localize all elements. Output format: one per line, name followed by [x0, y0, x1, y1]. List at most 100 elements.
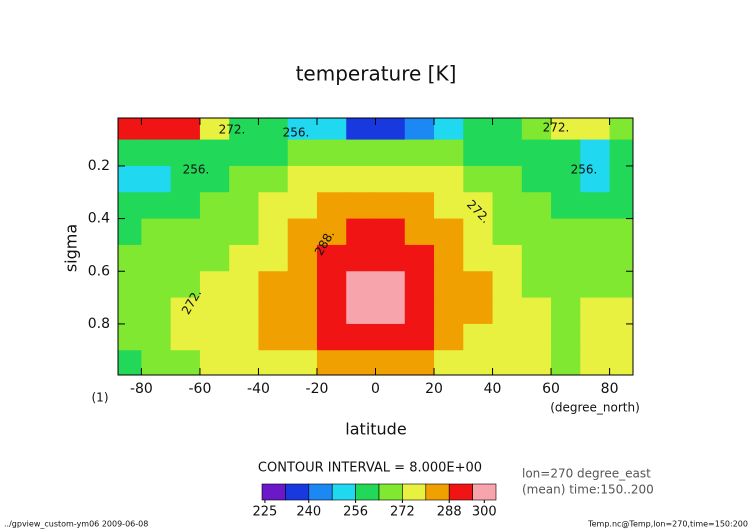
- contour-cell: [170, 139, 201, 167]
- contour-cell: [434, 139, 464, 167]
- contour-cell: [258, 350, 289, 375]
- contour-cell: [118, 350, 142, 375]
- contour-cell: [434, 165, 464, 193]
- contour-cell: [199, 218, 230, 246]
- contour-cell: [551, 271, 581, 299]
- contour-cell: [316, 218, 347, 246]
- contour-cell: [434, 297, 464, 325]
- contour-cell: [346, 192, 376, 220]
- contour-cell: [463, 118, 494, 141]
- contour-cell: [404, 323, 435, 351]
- contour-cell: [521, 118, 552, 141]
- contour-cell: [404, 118, 435, 141]
- contour-cell: [287, 165, 318, 193]
- contour-cell: [229, 350, 259, 375]
- colorbar-box: [448, 483, 473, 501]
- contour-cell: [609, 118, 633, 141]
- contour-cell: [170, 218, 201, 246]
- contour-cell: [551, 218, 581, 246]
- contour-cell: [463, 139, 494, 167]
- contour-cell: [375, 218, 406, 246]
- contour-cell: [521, 139, 552, 167]
- contour-label: 256.: [571, 163, 598, 177]
- x-tick-label: -40: [247, 381, 270, 397]
- contour-cell: [287, 244, 318, 272]
- contour-cell: [375, 297, 406, 325]
- x-tick-label: -60: [188, 381, 211, 397]
- contour-cell: [229, 244, 259, 272]
- contour-cell: [492, 244, 523, 272]
- contour-cell: [258, 165, 289, 193]
- contour-cell: [551, 139, 581, 167]
- contour-cell: [258, 244, 289, 272]
- contour-cell: [346, 165, 376, 193]
- contour-cell: [492, 139, 523, 167]
- contour-cell: [492, 165, 523, 193]
- contour-cell: [375, 244, 406, 272]
- footer-right: Temp.nc@Temp,lon=270,time=150:200: [587, 520, 748, 529]
- contour-cell: [375, 118, 406, 141]
- contour-cell: [404, 244, 435, 272]
- contour-cell: [170, 165, 201, 193]
- contour-cell: [492, 192, 523, 220]
- colorbar-box: [472, 483, 497, 501]
- y-tick-label: 0.4: [88, 211, 110, 227]
- contour-cell: [229, 218, 259, 246]
- contour-cell: [434, 271, 464, 299]
- contour-label: 256.: [283, 126, 310, 140]
- x-axis-label: latitude: [345, 420, 406, 439]
- contour-cell: [463, 323, 494, 351]
- contour-cell: [229, 192, 259, 220]
- contour-cell: [287, 118, 318, 141]
- contour-cell: [141, 350, 172, 375]
- contour-cell: [141, 244, 172, 272]
- contour-cell: [316, 271, 347, 299]
- contour-cell: [580, 323, 611, 351]
- info-text: lon=270 degree_east: [522, 467, 651, 481]
- x-tick-label: 0: [371, 381, 380, 397]
- contour-cell: [258, 297, 289, 325]
- contour-interval: CONTOUR INTERVAL = 8.000E+00: [258, 461, 482, 476]
- contour-cell: [141, 297, 172, 325]
- contour-cell: [316, 350, 347, 375]
- contour-cell: [258, 218, 289, 246]
- contour-cell: [580, 244, 611, 272]
- contour-cell: [521, 297, 552, 325]
- contour-cell: [346, 323, 376, 351]
- contour-cell: [551, 244, 581, 272]
- contour-cell: [609, 271, 633, 299]
- contour-cell: [609, 192, 633, 220]
- contour-cell: [375, 165, 406, 193]
- contour-cell: [316, 192, 347, 220]
- contour-cell: [375, 323, 406, 351]
- contour-cell: [346, 350, 376, 375]
- contour-label: 272.: [219, 123, 246, 137]
- x-tick-label: -80: [130, 381, 153, 397]
- contour-cell: [141, 118, 172, 141]
- contour-cell: [375, 139, 406, 167]
- contour-cell: [118, 244, 142, 272]
- contour-field: [118, 118, 633, 375]
- contour-cell: [375, 192, 406, 220]
- contour-cell: [316, 244, 347, 272]
- contour-cell: [141, 139, 172, 167]
- x-tick-label: -20: [306, 381, 329, 397]
- x-tick-label: 40: [484, 381, 502, 397]
- contour-cell: [492, 118, 523, 141]
- contour-cell: [551, 165, 581, 193]
- contour-cell: [258, 271, 289, 299]
- contour-cell: [229, 118, 259, 141]
- info-text: (mean) time:150..200: [522, 483, 654, 497]
- contour-cell: [580, 218, 611, 246]
- contour-cell: [118, 297, 142, 325]
- contour-cell: [287, 139, 318, 167]
- contour-cell: [199, 271, 230, 299]
- contour-cell: [521, 165, 552, 193]
- contour-cell: [170, 244, 201, 272]
- contour-cell: [118, 165, 142, 193]
- x-tick-label: 60: [542, 381, 560, 397]
- contour-cell: [609, 323, 633, 351]
- contour-cell: [141, 192, 172, 220]
- contour-cell: [346, 118, 376, 141]
- contour-cell: [434, 323, 464, 351]
